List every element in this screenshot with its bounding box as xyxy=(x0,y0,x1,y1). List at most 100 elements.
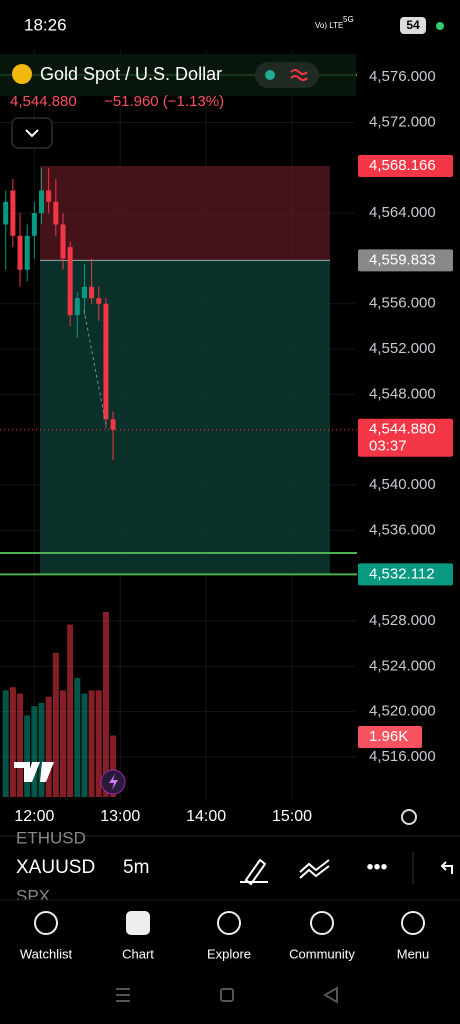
candle-body xyxy=(74,298,80,316)
x-tick-label: 14:00 xyxy=(186,808,226,825)
volume-bar xyxy=(95,690,102,797)
y-tick-label: 4,576.000 xyxy=(369,68,436,85)
header-change: −51.960 (−1.13%) xyxy=(104,93,224,110)
volume-bar xyxy=(88,690,95,797)
settings-icon[interactable] xyxy=(401,809,417,825)
nav-icon[interactable] xyxy=(126,911,150,935)
plot xyxy=(0,50,357,800)
volume-bar xyxy=(59,690,66,797)
interval[interactable]: 5m xyxy=(123,857,149,878)
volume-bar xyxy=(110,735,117,797)
volume-bar xyxy=(52,652,59,797)
nav-label[interactable]: Chart xyxy=(122,946,154,961)
y-tick-label: 4,564.000 xyxy=(369,204,436,221)
candle-body xyxy=(3,201,9,225)
nav-icon[interactable] xyxy=(310,911,334,935)
volume-bar xyxy=(24,715,31,797)
volume-bar xyxy=(102,612,109,797)
projection-line xyxy=(83,309,107,426)
y-tick-label: 4,520.000 xyxy=(369,703,436,720)
android-back[interactable] xyxy=(323,986,338,1004)
tv-logo-mark xyxy=(14,762,54,782)
volume-bar xyxy=(31,706,38,797)
status-dot xyxy=(436,22,444,30)
y-tick-label: 4,556.000 xyxy=(369,295,436,312)
y-tick-label: 4,516.000 xyxy=(369,748,436,765)
stop-zone xyxy=(40,165,330,261)
y-tick-label: 4,528.000 xyxy=(369,612,436,629)
pill-icon xyxy=(290,69,308,81)
y-tick-label: 4,536.000 xyxy=(369,521,436,538)
target-zone xyxy=(40,260,330,575)
volume-bar xyxy=(67,624,74,797)
android-home[interactable] xyxy=(220,988,234,1002)
volume-bar xyxy=(2,690,9,797)
nav-label[interactable]: Menu xyxy=(397,946,430,961)
volume-tag-label: 1.96K xyxy=(369,728,408,745)
target-tag xyxy=(358,563,453,586)
candle-body xyxy=(10,190,16,236)
candle-body xyxy=(39,190,45,214)
stop-tag-label: 4,568.166 xyxy=(369,157,436,174)
candle-body xyxy=(96,298,102,304)
header-price: 4,544.880 xyxy=(10,93,77,110)
status-network: Vo) LTE xyxy=(315,21,343,30)
nav-icon[interactable] xyxy=(217,911,241,935)
candle-body xyxy=(17,235,23,270)
status-signal: 5G xyxy=(343,15,354,24)
lightning-icon xyxy=(109,774,118,790)
volume-bar xyxy=(74,677,81,797)
symbol-title: Gold Spot / U.S. Dollar xyxy=(40,64,222,84)
nav-label[interactable]: Watchlist xyxy=(20,946,73,961)
x-tick-label: 13:00 xyxy=(100,808,140,825)
x-tick-label: 15:00 xyxy=(272,808,312,825)
status-pill[interactable] xyxy=(255,62,319,88)
symbol-icon xyxy=(12,64,32,84)
last-tag-label: 4,544.880 xyxy=(369,421,436,438)
nav-icon[interactable] xyxy=(401,911,425,935)
draw-tool[interactable] xyxy=(240,858,268,886)
y-tick-label: 4,552.000 xyxy=(369,340,436,357)
status-time: 18:26 xyxy=(24,15,67,34)
stop-tag xyxy=(358,154,453,177)
candle-body xyxy=(31,213,37,236)
target-tag-label: 4,532.112 xyxy=(369,565,435,582)
symbol[interactable]: XAUUSD xyxy=(16,857,95,878)
battery-icon xyxy=(400,17,426,34)
candle-body xyxy=(67,247,73,316)
candle-body xyxy=(89,286,95,299)
countdown: 03:37 xyxy=(369,438,407,455)
volume-bar xyxy=(45,696,52,797)
candle-body xyxy=(110,419,116,430)
prev-symbol: ETHUSD xyxy=(16,828,86,847)
market-open-dot xyxy=(265,70,275,80)
candle-body xyxy=(24,235,30,270)
candle-body xyxy=(46,190,52,202)
y-tick-label: 4,548.000 xyxy=(369,385,436,402)
dropdown-icon xyxy=(25,129,39,138)
y-tick-label: 4,540.000 xyxy=(369,476,436,493)
dropdown-button[interactable] xyxy=(11,117,53,149)
candle-body xyxy=(53,201,59,225)
candle-body xyxy=(60,224,66,259)
more-button[interactable]: ••• xyxy=(366,856,387,878)
volume-bar xyxy=(17,693,24,797)
entry-tag-label: 4,559.833 xyxy=(369,251,436,268)
last-tag xyxy=(358,418,453,457)
y-tick-label: 4,524.000 xyxy=(369,657,436,674)
nav-items: Watchlist Chart Explore Community Menu xyxy=(20,911,430,961)
undo-button[interactable] xyxy=(440,861,453,874)
y-tick-label: 4,572.000 xyxy=(369,113,436,130)
trend-tool[interactable] xyxy=(299,859,330,879)
candle-body xyxy=(81,286,87,299)
battery-level: 54 xyxy=(406,18,420,32)
volume-bar xyxy=(9,687,16,797)
candle-body xyxy=(103,303,109,420)
nav-icon[interactable] xyxy=(34,911,58,935)
nav-label[interactable]: Explore xyxy=(207,946,251,961)
x-tick-label: 12:00 xyxy=(14,808,54,825)
nav-label[interactable]: Community xyxy=(289,946,355,961)
android-recents[interactable] xyxy=(116,988,130,1002)
volume-bar xyxy=(38,702,45,797)
